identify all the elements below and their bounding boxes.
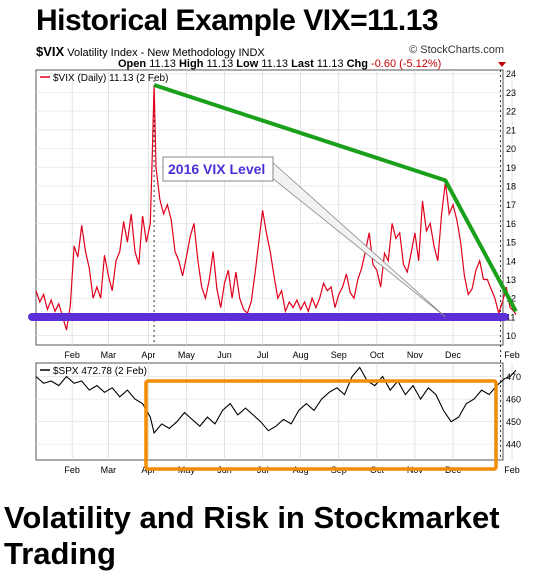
vix-y-tick: 11	[506, 312, 515, 322]
vix-y-tick: 13	[506, 275, 516, 285]
spx-series-line	[35, 366, 517, 435]
vix-y-tick: 19	[506, 163, 516, 173]
vix-month-label: Dec	[445, 350, 462, 360]
high-label: High	[178, 58, 204, 70]
vix-y-tick: 16	[506, 219, 516, 229]
spx-y-tick: 460	[506, 395, 521, 405]
vix-month-label: May	[178, 350, 196, 360]
vix-month-label: Jun	[217, 350, 232, 360]
footer-title: Volatility and Risk in Stockmarket Tradi…	[4, 500, 500, 571]
spx-month-label: Mar	[101, 465, 117, 475]
spx-y-tick: 470	[506, 372, 521, 382]
high-value: 11.13	[206, 58, 234, 70]
source-credit: © StockCharts.com	[409, 44, 504, 56]
quote-row: Open 11.13 High 11.13 Low 11.13 Last 11.…	[118, 58, 441, 70]
vix-y-tick: 21	[506, 125, 516, 135]
vix-month-label: Feb	[64, 350, 80, 360]
symbol-description: Volatility Index - New Methodology INDX	[67, 47, 265, 59]
vix-series-line	[35, 84, 517, 331]
low-label: Low	[236, 58, 259, 70]
spx-panel	[35, 362, 504, 461]
spx-y-tick: 450	[506, 417, 521, 427]
vix-y-tick: 23	[506, 88, 516, 98]
trend-line	[153, 83, 518, 313]
vix-month-label: Mar	[101, 350, 117, 360]
spx-y-tick: 440	[506, 440, 521, 450]
open-label: Open	[118, 58, 147, 70]
low-value: 11.13	[261, 58, 289, 70]
vix-y-tick: 10	[506, 331, 516, 341]
last-label: Last	[291, 58, 314, 70]
vix-month-label: Oct	[370, 350, 385, 360]
vix-month-label: Jul	[257, 350, 269, 360]
chg-down-icon	[498, 62, 506, 67]
callout-label: 2016 VIX Level	[168, 161, 265, 177]
vix-legend-label: $VIX (Daily) 11.13 (2 Feb)	[53, 73, 168, 84]
vix-month-label: Apr	[141, 350, 155, 360]
chg-label: Chg	[346, 58, 368, 70]
vix-month-label: Aug	[293, 350, 309, 360]
callout-box	[162, 156, 274, 182]
symbol-label: $VIX	[36, 44, 65, 59]
vix-month-label: Sep	[331, 350, 347, 360]
chg-value: -0.60 (-5.12%)	[371, 58, 442, 70]
spx-highlight-box	[144, 379, 498, 471]
vix-spx-chart: FebFebMarMarAprAprMayMayJunJunJulJulAugA…	[28, 62, 521, 475]
vix-y-tick: 14	[506, 256, 516, 266]
vix-y-tick: 17	[506, 200, 516, 210]
vix-month-label: Feb	[504, 350, 520, 360]
vix-y-tick: 24	[506, 69, 516, 79]
chart-header: $VIX Volatility Index - New Methodology …	[36, 44, 504, 59]
spx-month-label: Feb	[64, 465, 80, 475]
vix-y-tick: 22	[506, 107, 516, 117]
spx-legend-label: $SPX 472.78 (2 Feb)	[53, 366, 147, 377]
last-value: 11.13	[316, 58, 344, 70]
open-value: 11.13	[149, 58, 176, 70]
page-title: Historical Example VIX=11.13	[36, 4, 439, 37]
vix-y-tick: 20	[506, 144, 516, 154]
vix-y-tick: 18	[506, 181, 516, 191]
vix-month-label: Nov	[407, 350, 424, 360]
spx-month-label: Feb	[504, 465, 520, 475]
vix-y-tick: 15	[506, 238, 516, 248]
